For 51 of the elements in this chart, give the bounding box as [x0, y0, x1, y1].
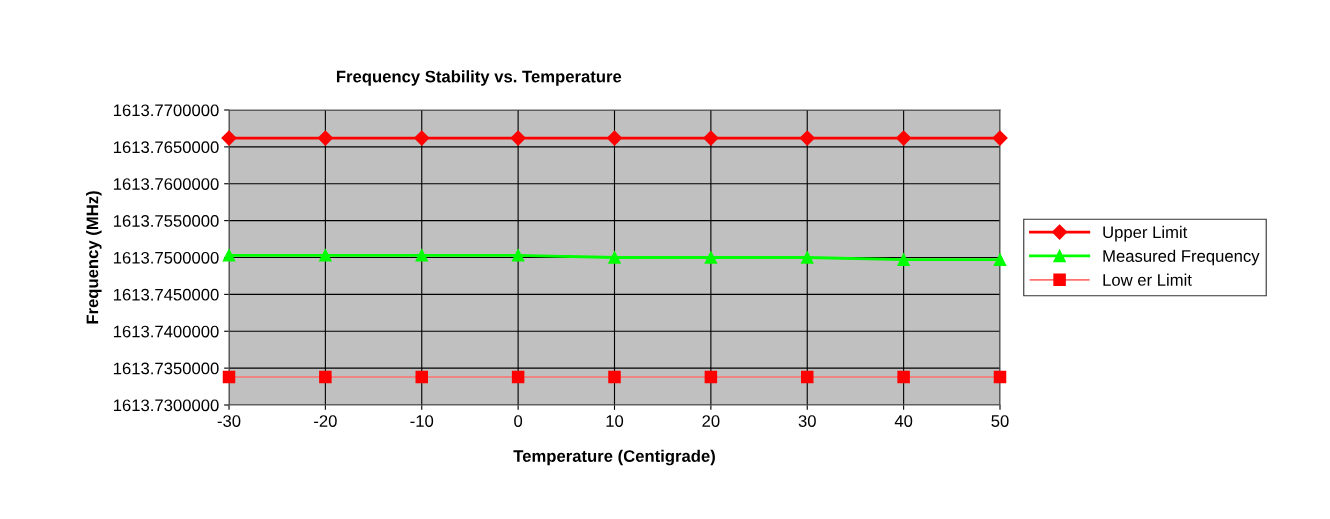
- point: [511, 370, 525, 384]
- point: [703, 130, 719, 146]
- point: [799, 130, 815, 146]
- legend-label: Measured Frequency: [1103, 249, 1260, 266]
- x-tick-label: 50: [991, 415, 1009, 427]
- y-tick-label: 1613.7500000: [113, 251, 219, 264]
- point: [992, 130, 1008, 146]
- point: [897, 370, 910, 384]
- point: [319, 249, 332, 262]
- point: [896, 130, 912, 146]
- point: [800, 370, 814, 384]
- point: [608, 251, 621, 264]
- point: [704, 251, 718, 264]
- legend-label: Upper Limit: [1103, 225, 1188, 242]
- y-tick-label: 1613.7550000: [113, 215, 219, 227]
- point: [510, 130, 526, 146]
- y-axis-title: Frequency (MHz): [86, 191, 102, 324]
- point: [222, 370, 236, 384]
- point: [317, 130, 333, 146]
- y-tick-label: 1613.7700000: [113, 104, 219, 117]
- legend-label: Low er Limit: [1103, 273, 1192, 286]
- x-tick-label: -30: [217, 415, 241, 427]
- point: [897, 253, 910, 266]
- chart-title: Frequency Stability vs. Temperature: [336, 70, 622, 86]
- point: [414, 130, 430, 146]
- x-tick-label: -10: [410, 415, 434, 427]
- y-tick-label: 1613.7300000: [113, 399, 219, 412]
- point: [319, 370, 332, 384]
- x-tick-label: 20: [702, 415, 720, 427]
- y-tick-label: 1613.7600000: [113, 178, 219, 190]
- point: [800, 251, 814, 264]
- y-tick-label: 1613.7650000: [113, 141, 219, 154]
- point: [415, 370, 429, 384]
- x-tick-label: 0: [514, 415, 523, 427]
- y-tick-label: 1613.7400000: [113, 325, 219, 338]
- point: [511, 249, 525, 262]
- point: [221, 130, 237, 146]
- x-tick-label: 30: [798, 415, 816, 427]
- x-tick-label: 40: [894, 415, 913, 427]
- x-axis-title: Temperature (Centigrade): [513, 449, 715, 466]
- y-tick-label: 1613.7450000: [113, 288, 219, 301]
- point: [222, 249, 236, 262]
- x-tick-label: 10: [606, 415, 624, 427]
- point: [606, 130, 623, 146]
- point: [608, 370, 621, 384]
- point: [993, 370, 1007, 384]
- point: [704, 370, 718, 384]
- x-tick-label: -20: [314, 415, 337, 427]
- point: [415, 249, 429, 262]
- point: [993, 253, 1007, 266]
- y-tick-label: 1613.7350000: [113, 362, 219, 375]
